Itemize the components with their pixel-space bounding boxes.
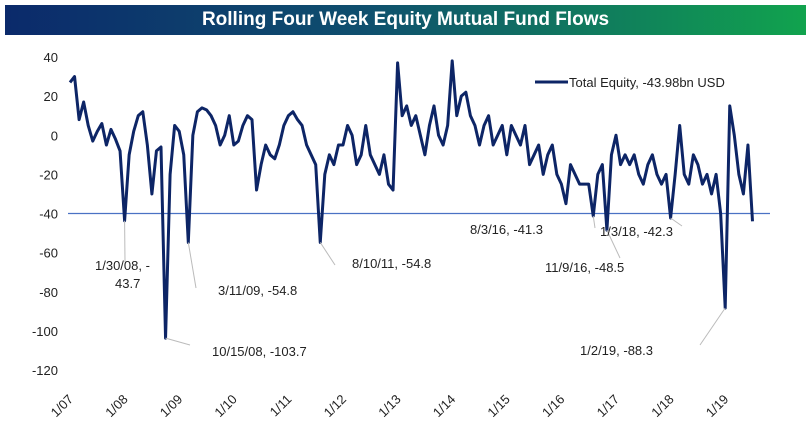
- x-tick-label: 1/08: [102, 392, 131, 421]
- chart-title: Rolling Four Week Equity Mutual Fund Flo…: [5, 5, 806, 35]
- annotation-label: 10/15/08, -103.7: [212, 344, 307, 359]
- annotation-leader: [606, 229, 621, 259]
- x-tick-label: 1/15: [484, 392, 513, 421]
- x-tick-label: 1/10: [211, 392, 240, 421]
- series-line-total-equity: [68, 59, 754, 340]
- x-tick-label: 1/11: [267, 392, 295, 420]
- annotation-leader: [187, 242, 197, 289]
- annotation-label: 8/10/11, -54.8: [352, 256, 431, 271]
- x-tick-label: 1/18: [648, 392, 677, 421]
- annotation-leader: [592, 215, 596, 229]
- annotation-label: 1/2/19, -88.3: [580, 343, 653, 358]
- legend-label: Total Equity, -43.98bn USD: [569, 75, 725, 90]
- annotation-label: 1/30/08, -: [95, 258, 150, 273]
- annotation-leader: [319, 242, 336, 266]
- y-tick-label: -100: [32, 324, 58, 339]
- x-tick-label: 1/12: [321, 392, 350, 421]
- annotation-leader: [165, 337, 191, 346]
- y-tick-label: -20: [39, 167, 58, 182]
- y-tick-label: 20: [44, 89, 58, 104]
- y-tick-label: -120: [32, 363, 58, 378]
- annotation-label: 1/3/18, -42.3: [600, 224, 673, 239]
- annotation-label: 43.7: [115, 276, 140, 291]
- annotation-label: 11/9/16, -48.5: [545, 260, 624, 275]
- y-tick-label: -40: [39, 207, 58, 222]
- x-tick-label: 1/19: [703, 392, 732, 421]
- x-tick-label: 1/14: [430, 392, 459, 421]
- y-tick-label: 0: [51, 128, 58, 143]
- x-tick-label: 1/17: [594, 392, 623, 421]
- annotation-label: 8/3/16, -41.3: [470, 222, 543, 237]
- annotation-label: 3/11/09, -54.8: [218, 283, 297, 298]
- y-tick-label: 40: [44, 50, 58, 65]
- x-tick-label: 1/13: [375, 392, 404, 421]
- y-tick-label: -60: [39, 246, 58, 261]
- y-tick-label: -80: [39, 285, 58, 300]
- annotation-leader: [670, 217, 683, 227]
- annotation-leader: [699, 307, 726, 346]
- x-tick-label: 1/07: [48, 392, 77, 421]
- x-tick-label: 1/09: [157, 392, 186, 421]
- x-tick-label: 1/16: [539, 392, 568, 421]
